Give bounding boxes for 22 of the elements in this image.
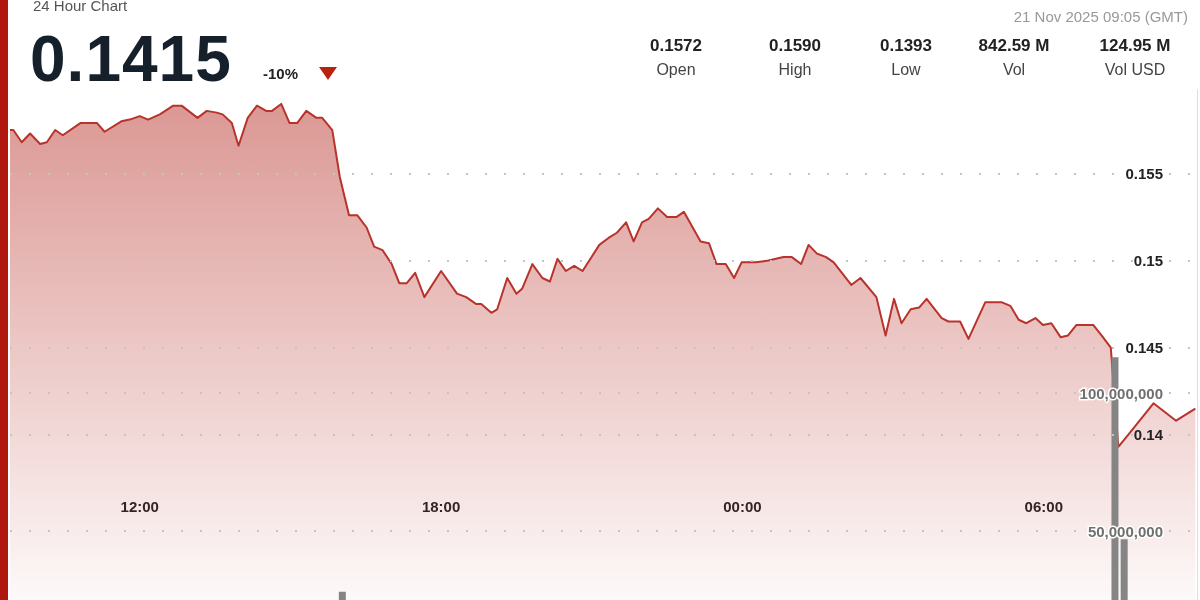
text: 0.1572 [649,36,703,56]
text: 842.59 M [977,36,1051,56]
text: Vol [1001,61,1027,79]
text: Open [655,61,697,79]
text: High [777,61,813,79]
y-tick-label: 0.155 [1125,165,1163,183]
text: 21 Nov 2025 09:05 (GMT) [1013,8,1188,25]
text: 124.95 M [1098,36,1172,56]
text: Vol USD [1103,61,1167,79]
x-tick-label: 00:00 [723,498,762,515]
y-tick-label: 0.14 [1133,426,1164,444]
text: 0.1393 [879,36,933,56]
x-tick-label: 06:00 [1024,498,1063,515]
annotation: 0.1415 [30,22,232,96]
x-tick-label: 18:00 [421,498,461,515]
text: 0.1590 [768,36,822,56]
x-tick-label: 12:00 [120,498,159,515]
y-tick-label: 0.15 [1133,252,1163,270]
y-tick-label: 0.145 [1125,339,1163,357]
text: Low [890,61,922,79]
chart-title: 24 Hour Chart [33,0,128,14]
text: -10% [263,65,299,82]
